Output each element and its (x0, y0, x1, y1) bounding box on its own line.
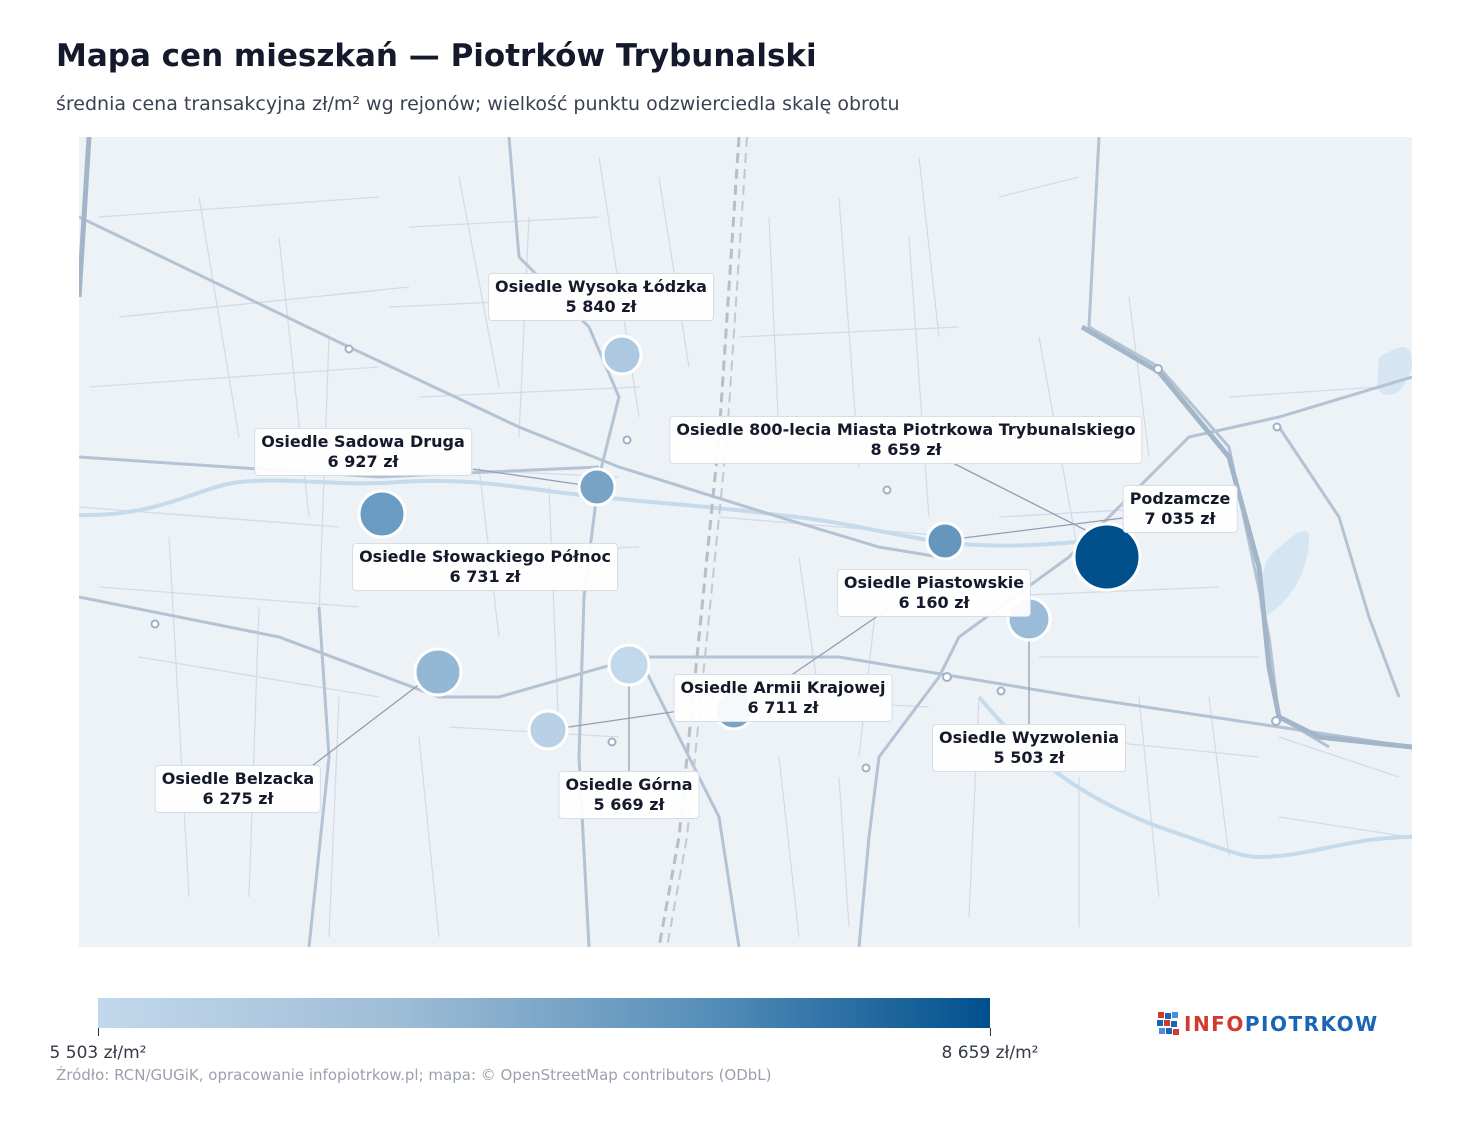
district-marker[interactable] (601, 334, 643, 376)
district-label: Osiedle 800-lecia Miasta Piotrkowa Trybu… (669, 416, 1143, 464)
leader-line (946, 516, 1132, 541)
district-label: Osiedle Górna 5 669 zł (558, 771, 700, 819)
city-map[interactable] (79, 137, 1412, 947)
district-marker[interactable] (607, 643, 651, 687)
district-label: Osiedle Armii Krajowej 6 711 zł (673, 674, 893, 722)
district-label: Osiedle Wysoka Łódzka 5 840 zł (488, 273, 714, 321)
colorbar-min-label: 5 503 zł/m² (49, 1043, 147, 1063)
district-marker[interactable] (925, 521, 965, 561)
logo-text-prefix: INFO (1184, 1012, 1245, 1036)
leader-line (789, 608, 889, 677)
price-colorbar (98, 998, 990, 1028)
map-subtitle: średnia cena transakcyjna zł/m² wg rejon… (56, 93, 900, 115)
district-label: Osiedle Piastowskie 6 160 zł (836, 569, 1032, 617)
district-label: Osiedle Wyzwolenia 5 503 zł (932, 724, 1126, 772)
district-label: Podzamcze 7 035 zł (1122, 485, 1238, 533)
source-note: Źródło: RCN/GUGiK, opracowanie infopiotr… (56, 1066, 772, 1084)
district-marker[interactable] (357, 489, 407, 539)
district-marker[interactable] (1072, 522, 1142, 592)
colorbar-tick (990, 1028, 991, 1036)
district-marker[interactable] (413, 647, 463, 697)
colorbar-tick (98, 1028, 99, 1036)
district-label: Osiedle Belzacka 6 275 zł (154, 765, 322, 813)
district-label: Osiedle Słowackiego Północ 6 731 zł (352, 543, 618, 591)
infopiotrkow-logo: INFOPIOTRKOW (1156, 1008, 1379, 1040)
district-label: Osiedle Sadowa Druga 6 927 zł (254, 428, 472, 476)
leader-line (472, 468, 598, 488)
colorbar-max-label: 8 659 zł/m² (941, 1043, 1039, 1063)
district-marker[interactable] (527, 709, 569, 751)
district-marker[interactable] (577, 467, 617, 507)
basemap (79, 137, 1412, 947)
map-title: Mapa cen mieszkań — Piotrków Trybunalski (56, 38, 817, 74)
logo-icon (1157, 1012, 1179, 1035)
leader-line (547, 710, 680, 731)
logo-text-suffix: PIOTRKOW (1244, 1012, 1379, 1036)
